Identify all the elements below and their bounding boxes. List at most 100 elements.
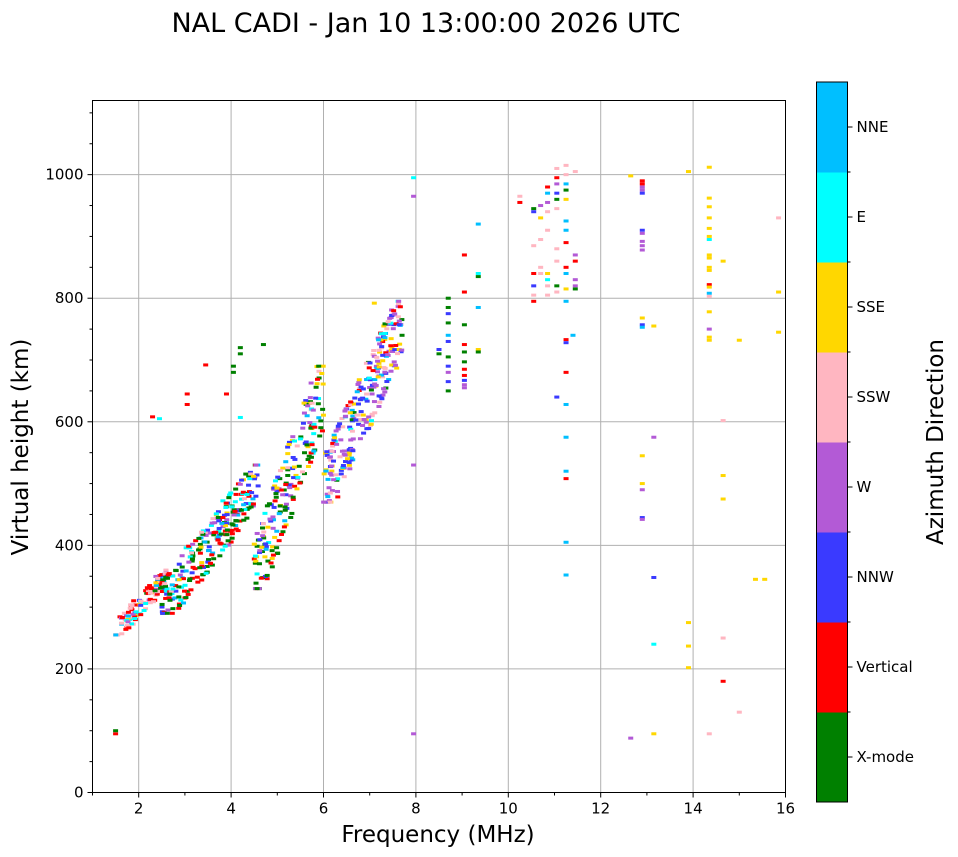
trace-point (384, 380, 390, 384)
trace-point (380, 359, 386, 363)
trace-point (210, 551, 216, 555)
trace-point (283, 483, 289, 487)
trace-point (280, 466, 286, 470)
trace-point (232, 500, 238, 504)
trace-point (129, 622, 135, 626)
trace-point (371, 349, 377, 353)
trace-point (187, 555, 193, 559)
trace-point (220, 516, 226, 520)
trace-point (366, 427, 372, 431)
trace-point (216, 519, 222, 523)
echo-point (461, 373, 467, 377)
trace-point (209, 563, 215, 567)
echo-point (639, 516, 645, 520)
trace-point (315, 402, 321, 406)
trace-point (381, 387, 387, 391)
trace-point (199, 578, 205, 582)
trace-point (380, 353, 386, 357)
trace-point (233, 492, 239, 496)
trace-point (281, 525, 287, 529)
echo-point (554, 191, 560, 195)
trace-point (218, 532, 224, 536)
trace-point (290, 467, 296, 471)
trace-point (178, 598, 184, 602)
echo-point (563, 402, 569, 406)
trace-point (258, 576, 264, 580)
trace-point (349, 418, 355, 422)
trace-point (272, 535, 278, 539)
echo-point (563, 265, 569, 269)
trace-point (162, 584, 168, 588)
echo-point (461, 350, 467, 354)
trace-point (270, 553, 276, 557)
trace-point (394, 366, 400, 370)
trace-point (159, 585, 165, 589)
echo-point (572, 170, 578, 174)
trace-point (343, 460, 349, 464)
trace-point (358, 410, 364, 414)
x-axis-ticks: 2 4 6 8 10 12 14 16 (92, 792, 795, 818)
echo-point (461, 360, 467, 364)
trace-point (266, 541, 272, 545)
trace-point (348, 403, 354, 407)
echo-point (706, 268, 712, 272)
trace-point (269, 549, 275, 553)
trace-point (274, 546, 280, 550)
trace-point (263, 547, 269, 551)
trace-point (197, 547, 203, 551)
echo-point (706, 216, 712, 220)
trace-point (302, 451, 308, 455)
trace-point (223, 524, 229, 528)
trace-point (119, 621, 125, 625)
trace-point (382, 370, 388, 374)
trace-point (190, 554, 196, 558)
trace-point (229, 528, 235, 532)
trace-point (309, 441, 315, 445)
echo-point (531, 293, 537, 297)
trace-point (257, 549, 263, 553)
trace-point (126, 626, 132, 630)
trace-point (388, 369, 394, 373)
trace-point (286, 440, 292, 444)
trace-point (251, 542, 257, 546)
trace-point (297, 481, 303, 485)
trace-point (335, 495, 341, 499)
echo-point (706, 256, 712, 260)
trace-point (237, 519, 243, 523)
trace-point (380, 375, 386, 379)
echo-point (720, 259, 726, 263)
trace-point (251, 557, 257, 561)
trace-point (227, 493, 233, 497)
trace-point (335, 489, 341, 493)
trace-point (364, 392, 370, 396)
trace-point (177, 573, 183, 577)
echo-point (563, 188, 569, 192)
trace-point (164, 592, 170, 596)
colorbar-label-sse: SSE (857, 298, 886, 316)
trace-point (300, 421, 306, 425)
trace-point (202, 540, 208, 544)
echo-point (563, 287, 569, 291)
trace-point (231, 508, 237, 512)
trace-point (119, 615, 125, 619)
trace-point (156, 583, 162, 587)
trace-point (357, 398, 363, 402)
trace-point (215, 535, 221, 539)
echo-point (706, 310, 712, 314)
trace-point (313, 396, 319, 400)
trace-point (382, 390, 388, 394)
trace-point (241, 503, 247, 507)
trace-point (229, 505, 235, 509)
trace-point (356, 422, 362, 426)
trace-point (154, 592, 160, 596)
trace-point (396, 302, 402, 306)
trace-point (331, 433, 337, 437)
echo-point (563, 338, 569, 342)
colorbar-label-e: E (857, 208, 866, 226)
trace-point (176, 585, 182, 589)
trace-point (384, 327, 390, 331)
echo-point (531, 210, 537, 214)
trace-point (347, 411, 353, 415)
trace-point (301, 411, 307, 415)
echo-point (445, 321, 451, 325)
